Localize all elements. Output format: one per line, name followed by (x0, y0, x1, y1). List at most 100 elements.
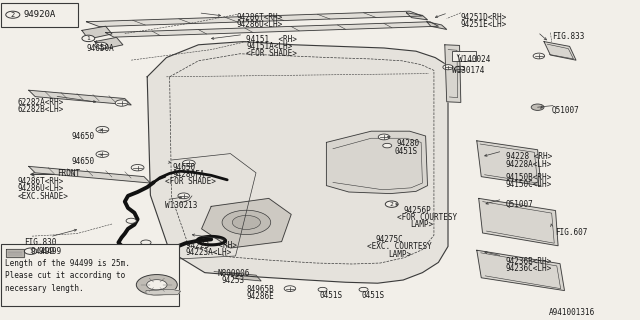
Text: <FOR COURTESY: <FOR COURTESY (397, 213, 458, 222)
Text: 94223A<LH>: 94223A<LH> (186, 248, 232, 257)
Polygon shape (82, 26, 112, 39)
Circle shape (82, 35, 95, 42)
Polygon shape (147, 42, 448, 283)
Text: 94151A<LH>: 94151A<LH> (246, 42, 292, 51)
Text: <FOR SHADE>: <FOR SHADE> (246, 49, 297, 58)
Text: 94286T<RH>: 94286T<RH> (237, 13, 283, 22)
Polygon shape (6, 249, 24, 257)
Polygon shape (29, 90, 131, 105)
Circle shape (141, 240, 151, 245)
Text: 2: 2 (11, 12, 15, 18)
Text: <EXC.SHADE>: <EXC.SHADE> (18, 192, 68, 201)
Text: LAMP>: LAMP> (410, 220, 433, 229)
Text: 94286E: 94286E (246, 292, 274, 301)
Polygon shape (544, 42, 576, 60)
Circle shape (96, 151, 109, 157)
Text: 94228A<LH>: 94228A<LH> (506, 160, 552, 169)
Text: 94256P: 94256P (403, 206, 431, 215)
Circle shape (378, 134, 390, 140)
Text: FIG.607: FIG.607 (556, 228, 588, 237)
Text: Please cut it according to: Please cut it according to (5, 271, 125, 280)
Text: Length of the 94499 is 25m.: Length of the 94499 is 25m. (5, 259, 130, 268)
Circle shape (24, 248, 37, 254)
Text: LAMP>: LAMP> (388, 250, 411, 259)
Polygon shape (406, 13, 428, 20)
Polygon shape (202, 198, 291, 248)
Text: 94650: 94650 (173, 163, 196, 172)
Polygon shape (29, 166, 150, 183)
Text: 94236C<LH>: 94236C<LH> (506, 264, 552, 273)
Text: 0451S: 0451S (362, 291, 385, 300)
Text: 62282B<LH>: 62282B<LH> (18, 105, 64, 114)
Text: 94650A: 94650A (86, 44, 114, 53)
Text: 94150C<LH>: 94150C<LH> (506, 180, 552, 189)
Circle shape (232, 215, 260, 229)
Circle shape (96, 126, 109, 133)
Text: Q51007: Q51007 (506, 200, 533, 209)
Circle shape (131, 164, 144, 171)
Circle shape (95, 42, 108, 49)
Text: necessary length.: necessary length. (5, 284, 84, 292)
Text: 94251D<RH>: 94251D<RH> (461, 13, 507, 22)
Text: 94499: 94499 (8, 247, 54, 256)
Text: FIG.830: FIG.830 (24, 238, 57, 247)
Circle shape (178, 193, 189, 199)
Text: 94150B<RH>: 94150B<RH> (506, 173, 552, 182)
Circle shape (147, 280, 167, 290)
Bar (452, 51, 476, 61)
Polygon shape (479, 198, 558, 246)
Text: FRONT: FRONT (58, 169, 81, 178)
Text: W130213: W130213 (165, 201, 198, 210)
Text: 94499: 94499 (38, 247, 61, 256)
Text: 94286T<RH>: 94286T<RH> (18, 177, 64, 186)
Circle shape (443, 65, 453, 70)
Text: <EXC. COURTESY: <EXC. COURTESY (367, 242, 432, 251)
Polygon shape (427, 22, 447, 29)
Circle shape (182, 160, 195, 166)
Text: 94920A: 94920A (23, 10, 55, 19)
Text: Q51007: Q51007 (552, 106, 579, 115)
Text: 94275C: 94275C (375, 235, 403, 244)
Text: 94650: 94650 (72, 157, 95, 166)
Text: 94286U<LH>: 94286U<LH> (237, 20, 283, 29)
Polygon shape (229, 273, 261, 281)
Polygon shape (95, 37, 123, 50)
Polygon shape (477, 250, 564, 291)
Text: 94151  <RH>: 94151 <RH> (246, 35, 297, 44)
Circle shape (318, 287, 327, 292)
Polygon shape (106, 22, 438, 37)
Circle shape (385, 201, 398, 207)
Text: 1: 1 (86, 36, 90, 41)
Text: 0451S: 0451S (319, 291, 342, 300)
Text: 94236B<RH>: 94236B<RH> (506, 257, 552, 266)
Text: 62282A<RH>: 62282A<RH> (18, 98, 64, 107)
Text: 94253: 94253 (221, 276, 244, 285)
Text: FIG.833: FIG.833 (552, 32, 584, 41)
Circle shape (136, 275, 177, 295)
FancyBboxPatch shape (1, 244, 179, 306)
Text: 1: 1 (29, 249, 33, 254)
Circle shape (454, 66, 465, 71)
Text: 94286U<LH>: 94286U<LH> (18, 184, 64, 193)
Circle shape (284, 286, 296, 292)
Text: 94286FA: 94286FA (173, 170, 205, 179)
Text: W140024: W140024 (458, 55, 491, 64)
Circle shape (359, 287, 368, 292)
Text: 2: 2 (390, 202, 394, 207)
Text: <FOR SHADE>: <FOR SHADE> (165, 177, 216, 186)
Circle shape (383, 143, 392, 148)
Polygon shape (477, 141, 541, 186)
Text: N800006: N800006 (218, 269, 250, 278)
Text: 94223  <RH>: 94223 <RH> (186, 241, 236, 250)
Polygon shape (326, 131, 428, 194)
Text: W130174: W130174 (452, 66, 484, 75)
Circle shape (115, 100, 128, 106)
Text: 94280: 94280 (396, 139, 419, 148)
Circle shape (533, 53, 545, 59)
Circle shape (6, 11, 20, 18)
Text: 0451S: 0451S (395, 147, 418, 156)
Text: 94650: 94650 (72, 132, 95, 141)
Polygon shape (86, 11, 422, 27)
Text: A941001316: A941001316 (549, 308, 595, 317)
Text: 94228 <RH>: 94228 <RH> (506, 152, 552, 161)
